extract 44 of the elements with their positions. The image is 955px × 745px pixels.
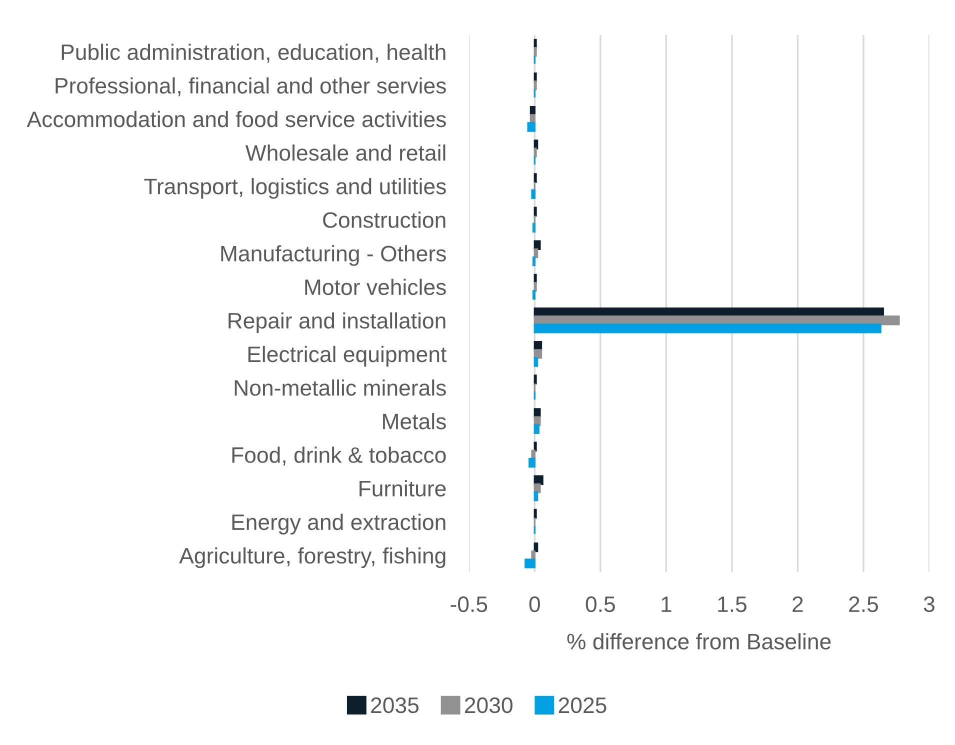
bar xyxy=(531,550,536,560)
y-tick-label: Non-metallic minerals xyxy=(234,379,446,396)
y-tick-label: Furniture xyxy=(360,480,446,496)
bar xyxy=(534,416,541,426)
y-tick-label: Professional, financial and other servies xyxy=(56,77,446,96)
y-tick-label: Transport, logistics and utilities xyxy=(144,178,446,199)
y-tick-label: Public administration, education, health xyxy=(62,44,446,63)
bar xyxy=(534,248,538,258)
bar xyxy=(531,189,536,200)
bar xyxy=(534,357,538,367)
y-tick-label: Metals xyxy=(383,413,446,430)
bar xyxy=(534,542,538,552)
bar xyxy=(534,491,538,502)
y-tick-label: Manufacturing - Others xyxy=(221,245,446,266)
x-tick-label: 3 xyxy=(924,596,934,612)
y-tick-label: Food, drink & tobacco xyxy=(232,446,446,466)
bar xyxy=(534,424,540,434)
legend-label: 2025 xyxy=(558,697,606,714)
x-tick-label: -0.5 xyxy=(450,596,488,612)
bar xyxy=(528,458,536,468)
x-tick-label: 0 xyxy=(529,596,540,612)
y-tick-label: Construction xyxy=(323,212,446,228)
bar xyxy=(527,122,536,132)
bar xyxy=(534,349,542,359)
y-tick-label: Electrical equipment xyxy=(248,346,447,367)
x-tick-label: 2 xyxy=(792,596,803,612)
y-tick-label: Agriculture, forestry, fishing xyxy=(179,547,446,568)
bar xyxy=(534,483,541,494)
legend-label: 2030 xyxy=(465,697,512,714)
bar xyxy=(534,240,541,250)
x-tick-label: 1 xyxy=(662,596,672,612)
x-axis-title: % difference from Baseline xyxy=(567,633,831,650)
x-tick-label: 1.5 xyxy=(718,596,746,612)
y-tick-label: Motor vehicles xyxy=(305,278,446,296)
y-tick-label: Accommodation and food service activities xyxy=(26,110,446,128)
y-tick-label: Wholesale and retail xyxy=(245,144,446,161)
bar xyxy=(524,558,536,568)
x-tick-label: 0.5 xyxy=(586,596,615,612)
legend-label: 2035 xyxy=(371,697,419,714)
bar xyxy=(534,324,882,334)
x-tick-label: 2.5 xyxy=(849,596,878,612)
y-tick-label: Energy and extraction xyxy=(232,514,446,534)
bar xyxy=(531,450,536,460)
y-tick-label: Repair and installation xyxy=(228,312,446,334)
